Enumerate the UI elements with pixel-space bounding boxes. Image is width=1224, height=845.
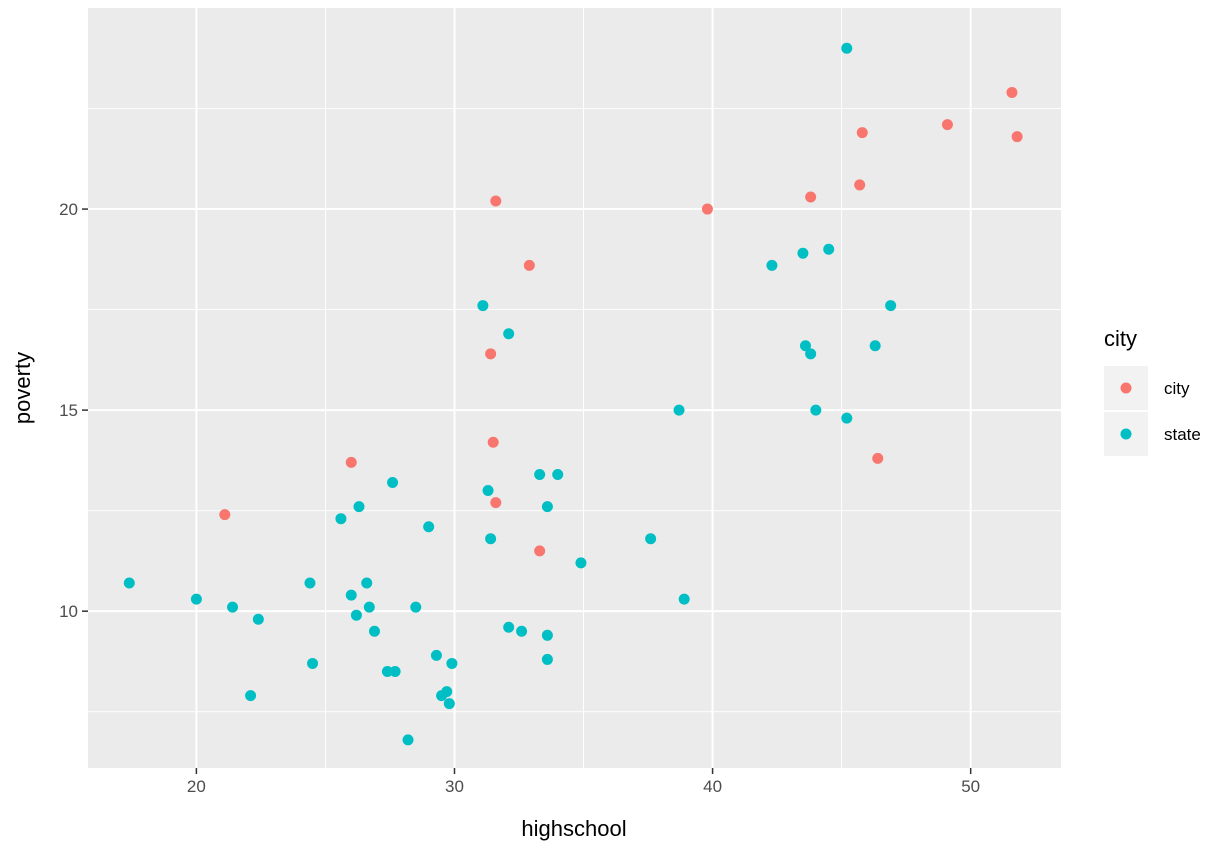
point-state bbox=[252, 613, 264, 625]
point-city bbox=[485, 348, 497, 360]
y-tick-label: 10 bbox=[59, 602, 78, 621]
point-state bbox=[190, 593, 202, 605]
point-city bbox=[941, 119, 953, 131]
major-gridlines bbox=[88, 8, 1061, 768]
legend-label-city: city bbox=[1164, 379, 1190, 398]
point-state bbox=[307, 657, 319, 669]
x-axis: 20 30 40 50 bbox=[187, 768, 980, 796]
x-axis-title: highschool bbox=[521, 816, 626, 841]
point-city bbox=[345, 456, 357, 468]
minor-gridlines bbox=[88, 8, 1061, 768]
point-city bbox=[534, 545, 546, 557]
y-axis-title: poverty bbox=[10, 352, 35, 424]
point-state bbox=[645, 533, 657, 545]
legend: city city state bbox=[1104, 326, 1201, 456]
point-city bbox=[701, 203, 713, 215]
point-state bbox=[534, 468, 546, 480]
x-tick-label: 40 bbox=[703, 777, 722, 796]
point-state bbox=[304, 577, 316, 589]
point-state bbox=[423, 521, 435, 533]
point-state bbox=[810, 404, 822, 416]
point-state bbox=[797, 247, 809, 259]
point-state bbox=[335, 513, 347, 525]
point-state bbox=[841, 42, 853, 54]
point-state bbox=[368, 625, 380, 637]
point-state bbox=[503, 621, 515, 633]
point-state bbox=[446, 657, 458, 669]
point-city bbox=[490, 195, 502, 207]
point-city bbox=[854, 179, 866, 191]
point-state bbox=[443, 698, 455, 710]
legend-swatch-state bbox=[1120, 428, 1132, 440]
point-city bbox=[872, 452, 884, 464]
point-city bbox=[219, 509, 231, 521]
legend-label-state: state bbox=[1164, 425, 1201, 444]
point-state bbox=[389, 665, 401, 677]
y-tick-label: 20 bbox=[59, 200, 78, 219]
x-tick-label: 50 bbox=[961, 777, 980, 796]
point-state bbox=[353, 501, 365, 513]
x-tick-label: 30 bbox=[445, 777, 464, 796]
point-city bbox=[1006, 86, 1018, 98]
point-state bbox=[575, 557, 587, 569]
point-state bbox=[345, 589, 357, 601]
point-state bbox=[363, 601, 375, 613]
point-state bbox=[227, 601, 239, 613]
point-state bbox=[402, 734, 414, 746]
point-state bbox=[387, 476, 399, 488]
point-state bbox=[841, 412, 853, 424]
point-city bbox=[856, 127, 868, 139]
x-tick-label: 20 bbox=[187, 777, 206, 796]
point-state bbox=[503, 328, 515, 340]
point-state bbox=[799, 340, 811, 352]
point-state bbox=[441, 686, 453, 698]
point-state bbox=[673, 404, 685, 416]
point-state bbox=[350, 609, 362, 621]
point-state bbox=[678, 593, 690, 605]
plot-panel bbox=[88, 8, 1061, 768]
point-state bbox=[485, 533, 497, 545]
legend-swatch-city bbox=[1120, 382, 1132, 394]
point-city bbox=[1011, 131, 1023, 143]
point-state bbox=[541, 629, 553, 641]
point-state bbox=[541, 653, 553, 665]
point-state bbox=[381, 665, 393, 677]
point-state bbox=[552, 468, 564, 480]
legend-title: city bbox=[1104, 326, 1137, 351]
point-state bbox=[123, 577, 135, 589]
y-axis: 10 15 20 bbox=[59, 200, 88, 621]
point-state bbox=[869, 340, 881, 352]
point-city bbox=[487, 436, 499, 448]
point-state bbox=[805, 348, 817, 360]
point-state bbox=[477, 300, 489, 312]
point-state bbox=[541, 501, 553, 513]
y-tick-label: 15 bbox=[59, 401, 78, 420]
point-state bbox=[430, 649, 442, 661]
point-state bbox=[361, 577, 373, 589]
point-state bbox=[516, 625, 528, 637]
point-city bbox=[805, 191, 817, 203]
data-points bbox=[123, 42, 1023, 746]
point-state bbox=[410, 601, 422, 613]
point-state bbox=[766, 259, 778, 271]
point-state bbox=[885, 300, 897, 312]
point-city bbox=[523, 259, 535, 271]
point-state bbox=[245, 690, 257, 702]
point-state bbox=[823, 243, 835, 255]
point-state bbox=[482, 485, 494, 497]
point-city bbox=[490, 497, 502, 509]
